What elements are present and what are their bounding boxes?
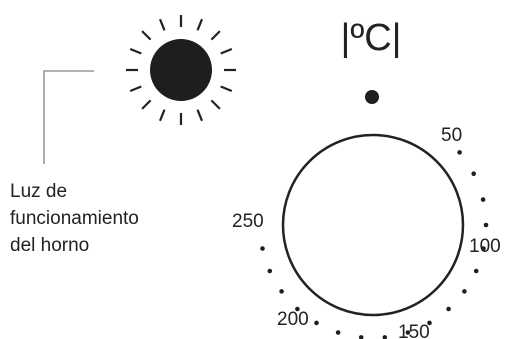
- lamp-ray: [129, 47, 142, 55]
- lamp-ray: [220, 85, 233, 93]
- scale-label-250: 250: [232, 211, 264, 232]
- lamp-ray: [210, 30, 221, 41]
- scale-dot: [267, 268, 273, 274]
- scale-dot: [446, 306, 451, 312]
- scale-dot: [481, 246, 486, 251]
- lamp-ray: [158, 18, 166, 31]
- scale-dot: [462, 289, 467, 294]
- dot-indicator-icon: [365, 90, 379, 104]
- scale-dot: [295, 306, 300, 312]
- leader-line: [43, 70, 94, 164]
- unit-label: |ºC|: [340, 17, 401, 59]
- scale-dot: [279, 289, 284, 294]
- scale-dot: [471, 171, 477, 176]
- lamp-ray: [196, 109, 204, 122]
- scale-dot: [260, 246, 265, 251]
- scale-dot: [473, 268, 479, 274]
- scale-dot: [427, 320, 432, 326]
- lamp-bulb: [150, 39, 212, 101]
- scale-dot: [314, 320, 319, 326]
- lamp-caption-line-1: Luz de: [10, 181, 68, 202]
- scale-label-200: 200: [277, 309, 309, 330]
- lamp-ray: [210, 99, 221, 110]
- lamp-ray: [141, 99, 152, 110]
- lamp-ray: [141, 30, 152, 41]
- scale-dot: [358, 335, 364, 339]
- scale-dot: [382, 335, 388, 339]
- lamp-caption: Luz de funcionamiento del horno: [10, 178, 139, 259]
- scale-dot: [483, 222, 489, 228]
- scale-labels: 50 100 150 200 250: [232, 125, 501, 339]
- lamp-caption-line-2: funcionamiento: [10, 208, 139, 229]
- lamp-rays: [126, 15, 236, 125]
- scale-label-150: 150: [398, 322, 430, 339]
- scale-dot: [457, 150, 462, 155]
- scale-dots: [260, 150, 489, 339]
- scale-label-100: 100: [469, 236, 501, 257]
- lamp-ray: [129, 85, 142, 93]
- lamp-ray: [220, 47, 233, 55]
- lamp-ray: [196, 18, 204, 31]
- scale-dot: [405, 330, 411, 335]
- scale-dot: [335, 330, 341, 335]
- scale-label-50: 50: [441, 125, 462, 146]
- lamp-caption-line-3: del horno: [10, 235, 90, 256]
- thermostat-knob[interactable]: [281, 133, 465, 317]
- sun-lamp-icon: [126, 15, 236, 125]
- scale-dot: [480, 197, 486, 202]
- lamp-ray: [158, 109, 166, 122]
